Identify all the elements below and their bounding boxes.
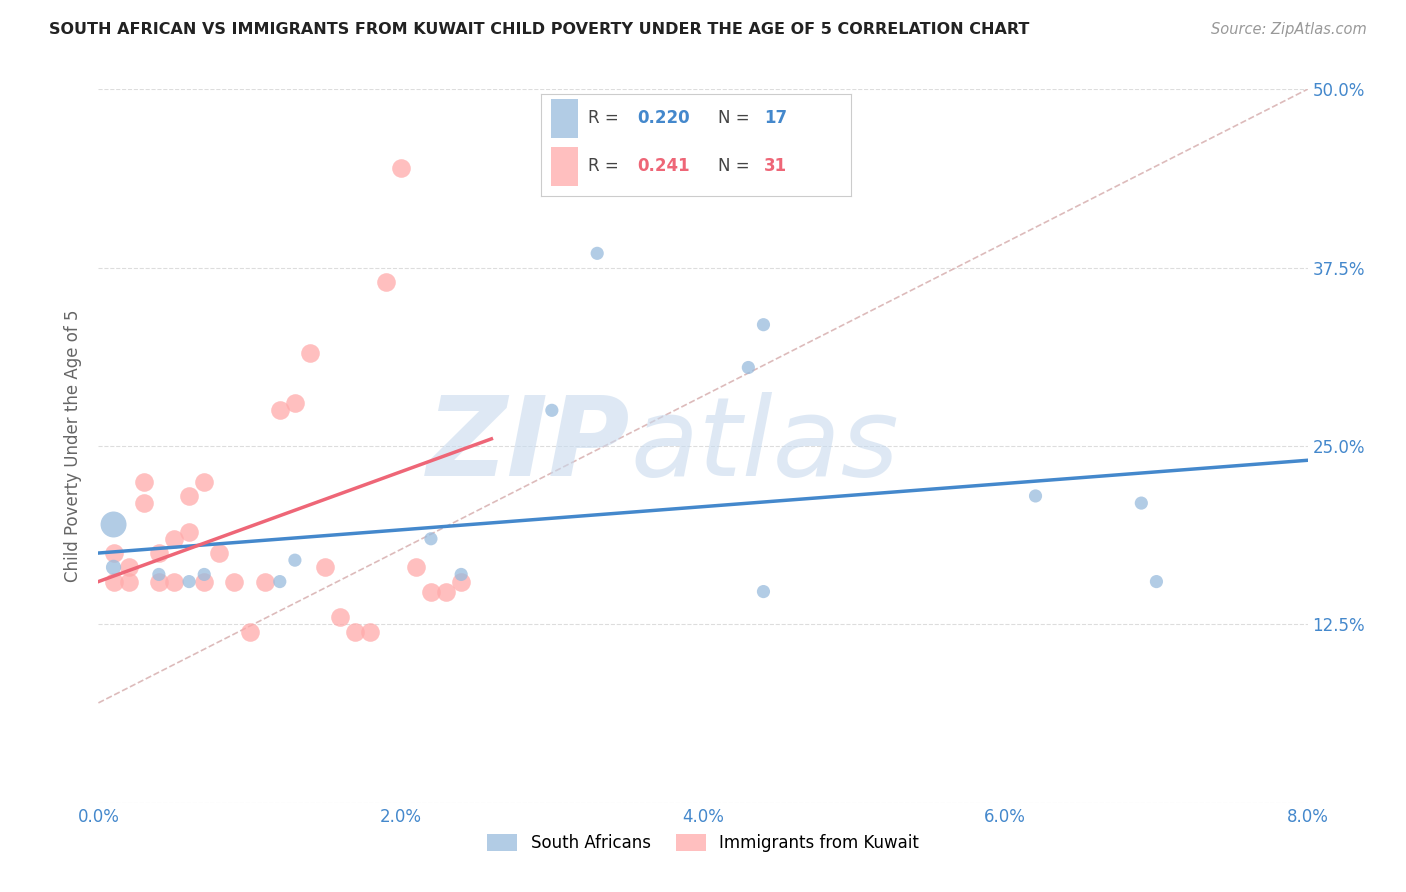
Text: N =: N = (717, 158, 749, 176)
Point (540, 403, 562, 417)
Point (224, 574, 246, 589)
Text: ZIP: ZIP (427, 392, 630, 500)
Y-axis label: Child Poverty Under the Age of 5: Child Poverty Under the Age of 5 (65, 310, 83, 582)
Point (269, 574, 291, 589)
Point (1146, 574, 1168, 589)
Point (299, 346, 322, 360)
Point (208, 546, 231, 560)
Text: N =: N = (717, 110, 749, 128)
Point (269, 403, 291, 417)
Point (374, 275, 396, 289)
Text: 0.220: 0.220 (637, 110, 690, 128)
FancyBboxPatch shape (551, 147, 578, 186)
Point (132, 475, 155, 489)
Point (752, 584, 775, 599)
Text: R =: R = (588, 110, 619, 128)
Point (148, 567, 170, 582)
Text: 0.241: 0.241 (637, 158, 690, 176)
Point (314, 560, 336, 574)
Point (103, 546, 125, 560)
Text: 17: 17 (763, 110, 787, 128)
Point (752, 318, 775, 332)
Point (1025, 489, 1047, 503)
Point (344, 624, 367, 639)
Point (193, 475, 215, 489)
Point (103, 560, 125, 574)
Point (405, 560, 427, 574)
Text: 31: 31 (763, 158, 787, 176)
Point (434, 584, 457, 599)
Text: atlas: atlas (630, 392, 898, 500)
Point (450, 567, 472, 582)
Point (284, 553, 307, 567)
Point (284, 396, 307, 410)
FancyBboxPatch shape (551, 99, 578, 137)
Point (179, 574, 201, 589)
Point (253, 574, 276, 589)
Legend: South Africans, Immigrants from Kuwait: South Africans, Immigrants from Kuwait (481, 827, 925, 859)
Point (163, 532, 186, 546)
Point (737, 360, 759, 375)
Point (193, 574, 215, 589)
Text: Source: ZipAtlas.com: Source: ZipAtlas.com (1211, 22, 1367, 37)
Point (1130, 496, 1153, 510)
Point (586, 246, 609, 260)
Point (103, 574, 125, 589)
Point (329, 610, 352, 624)
Point (163, 574, 186, 589)
Point (450, 574, 472, 589)
Point (148, 546, 170, 560)
Point (360, 624, 382, 639)
Point (132, 496, 155, 510)
Point (420, 584, 443, 599)
Point (420, 532, 443, 546)
Point (389, 161, 412, 175)
Point (179, 524, 201, 539)
Point (118, 574, 141, 589)
Text: R =: R = (588, 158, 619, 176)
Point (193, 567, 215, 582)
Point (179, 489, 201, 503)
Point (148, 574, 170, 589)
Text: SOUTH AFRICAN VS IMMIGRANTS FROM KUWAIT CHILD POVERTY UNDER THE AGE OF 5 CORRELA: SOUTH AFRICAN VS IMMIGRANTS FROM KUWAIT … (49, 22, 1029, 37)
Point (103, 517, 125, 532)
Point (239, 624, 262, 639)
Point (118, 560, 141, 574)
